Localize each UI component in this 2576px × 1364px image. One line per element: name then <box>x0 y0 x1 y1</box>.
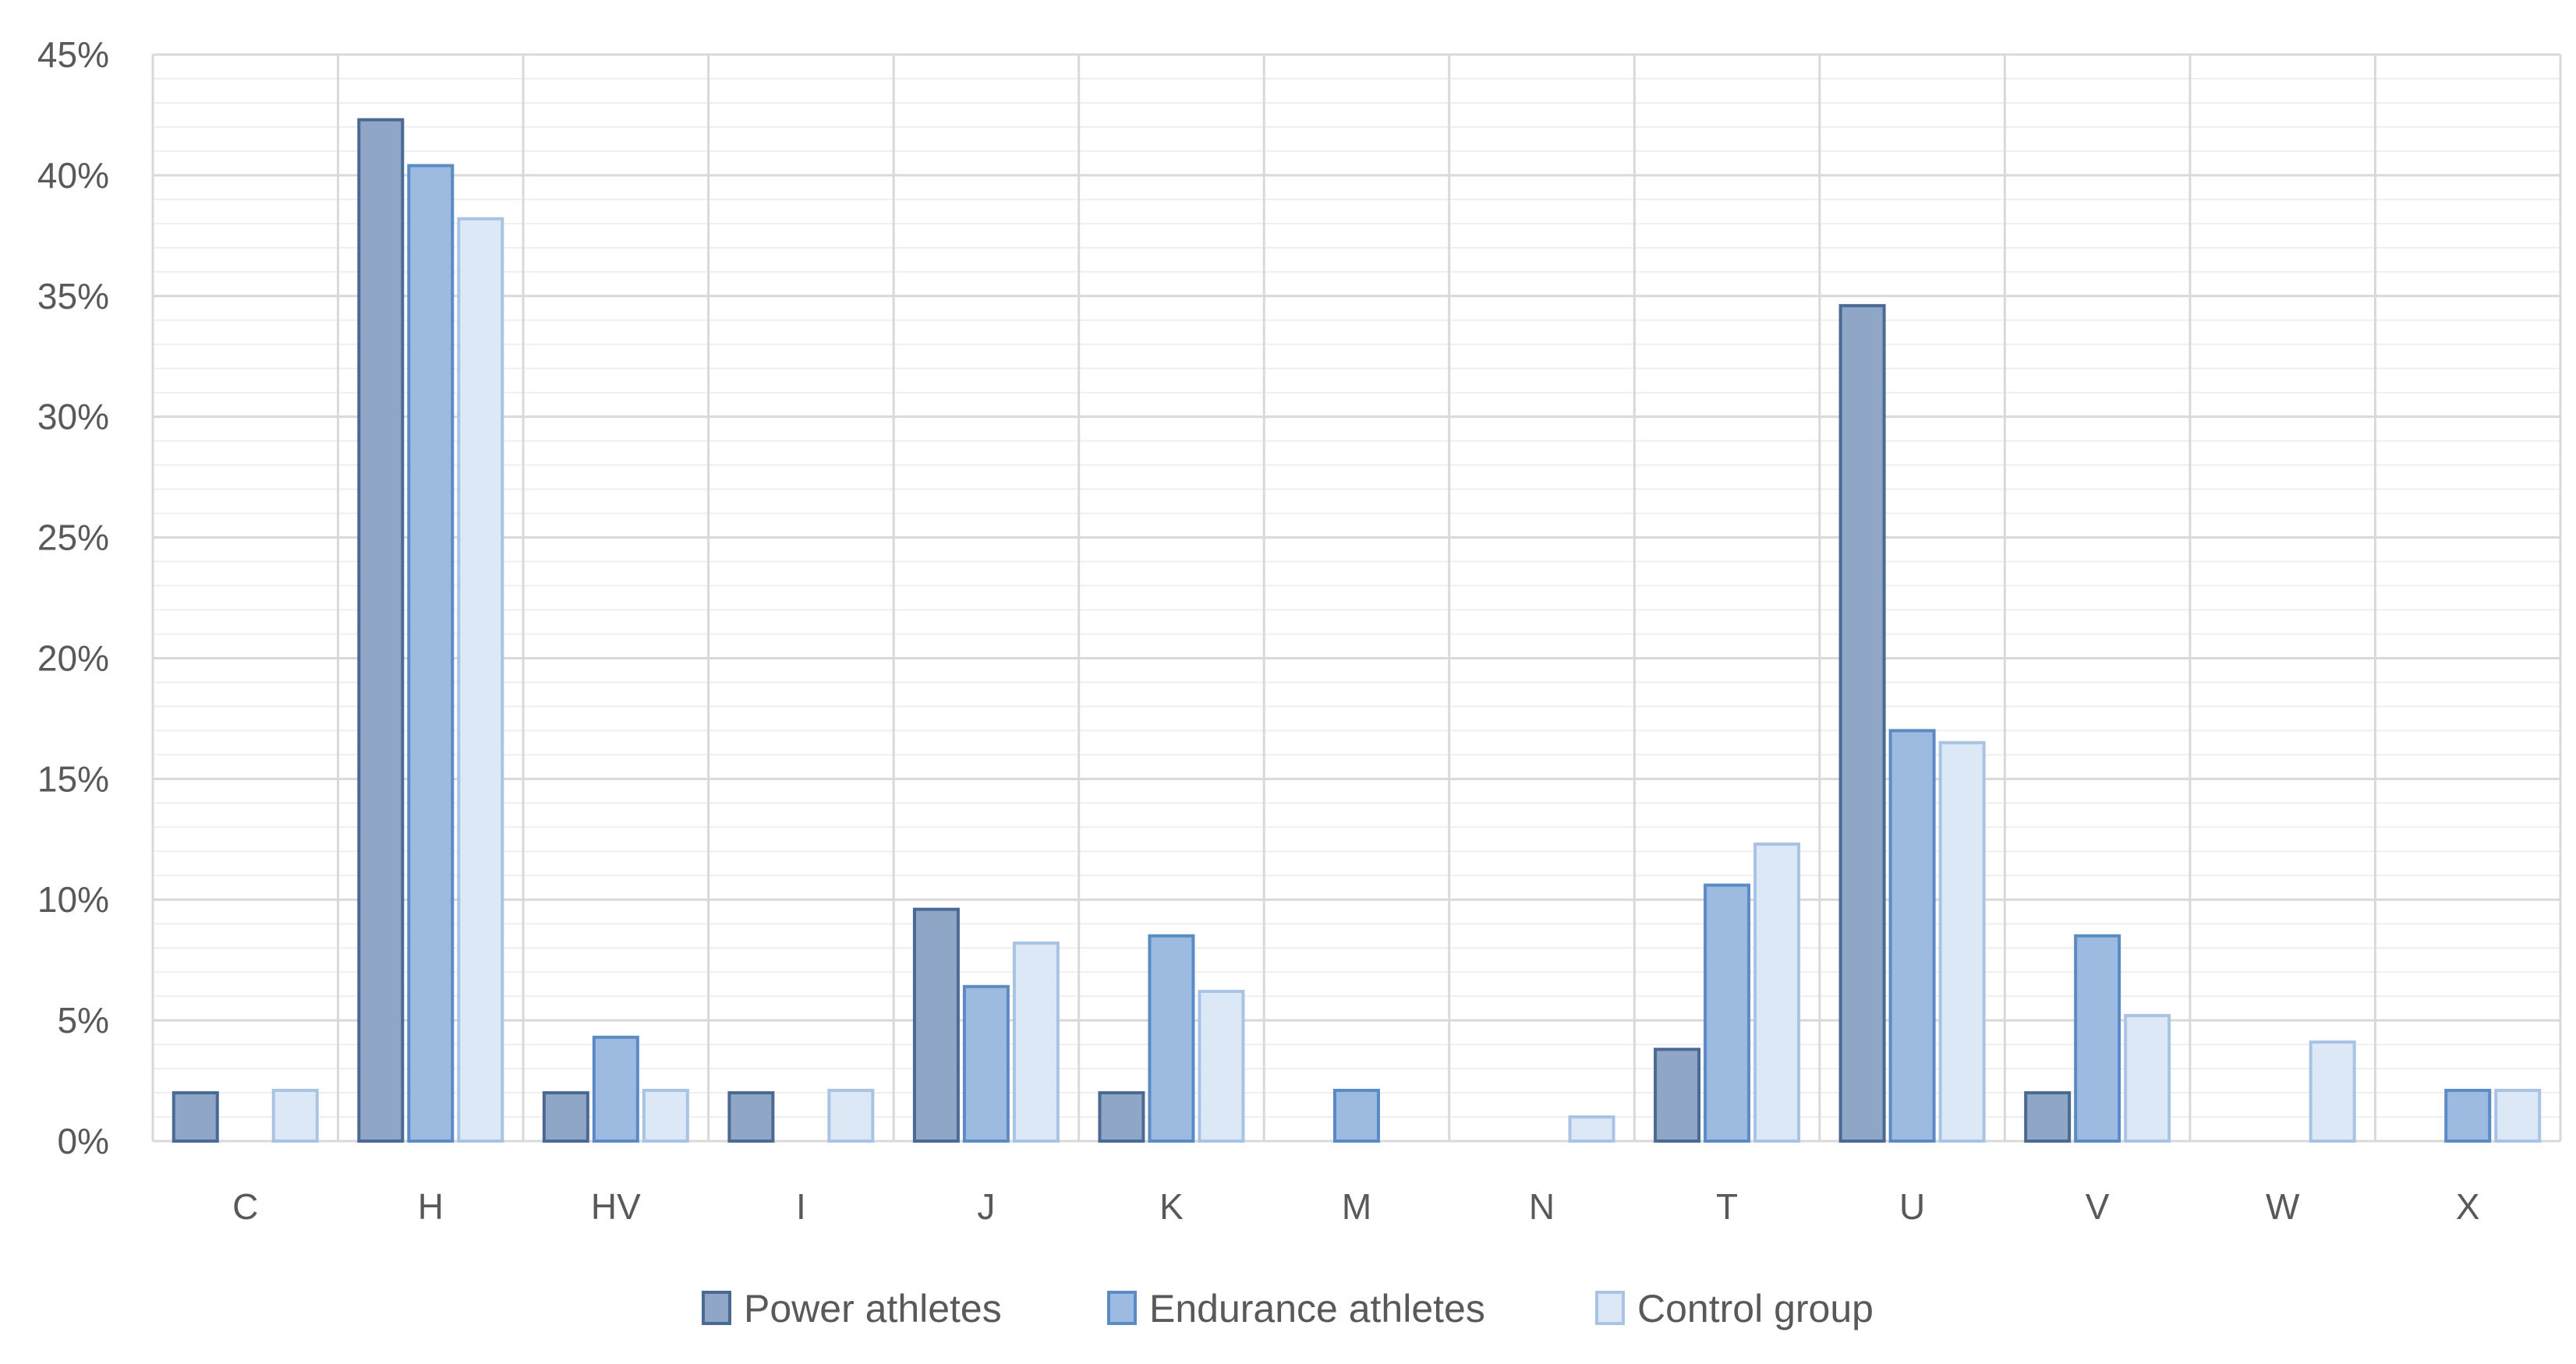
x-tick-label: X <box>2456 1186 2480 1227</box>
bar-endurance-athletes-k <box>1148 934 1195 1143</box>
bar-power-athletes-t <box>1654 1048 1701 1143</box>
x-tick-label: N <box>1529 1186 1555 1227</box>
bar-control-group-u <box>1938 740 1986 1143</box>
y-tick-label: 35% <box>37 276 109 316</box>
x-tick-label: W <box>2266 1186 2300 1227</box>
y-tick-label: 10% <box>37 879 109 920</box>
legend-label: Control group <box>1637 1287 1874 1330</box>
bar-endurance-athletes-x <box>2444 1088 2492 1143</box>
x-tick-label: U <box>1899 1186 1925 1227</box>
bar-power-athletes-hv <box>542 1091 589 1143</box>
x-tick-label: K <box>1159 1186 1184 1227</box>
bar-control-group-j <box>1012 941 1060 1143</box>
major-gridlines <box>153 53 2560 1143</box>
bar-power-athletes-k <box>1098 1091 1145 1143</box>
legend-swatch <box>1595 1291 1625 1325</box>
bar-control-group-i <box>827 1088 875 1143</box>
x-tick-label: I <box>796 1186 806 1227</box>
bar-endurance-athletes-u <box>1888 729 1936 1143</box>
y-tick-label: 30% <box>37 397 109 437</box>
y-tick-label: 40% <box>37 155 109 196</box>
bar-power-athletes-i <box>727 1091 775 1143</box>
bar-endurance-athletes-t <box>1704 883 1751 1143</box>
bar-control-group-h <box>457 217 504 1143</box>
bar-endurance-athletes-m <box>1333 1088 1380 1143</box>
legend-label: Power athletes <box>744 1287 1002 1330</box>
y-tick-label: 45% <box>37 34 109 75</box>
bar-power-athletes-u <box>1838 304 1886 1143</box>
bar-power-athletes-v <box>2024 1091 2072 1143</box>
x-tick-label: T <box>1716 1186 1738 1227</box>
bar-control-group-t <box>1753 842 1801 1143</box>
bar-endurance-athletes-j <box>962 984 1010 1143</box>
x-tick-label: J <box>977 1186 995 1227</box>
category-gridlines <box>151 55 2562 1141</box>
bar-control-group-v <box>2124 1013 2171 1143</box>
bar-control-group-n <box>1568 1115 1615 1143</box>
y-tick-label: 20% <box>37 638 109 678</box>
bars-layer <box>172 118 2542 1143</box>
x-axis: C H HV I J K M N T U V W X <box>232 1186 2479 1227</box>
x-tick-label: M <box>1342 1186 1371 1227</box>
bar-power-athletes-j <box>912 907 960 1143</box>
legend: Power athletes Endurance athletes Control … <box>702 1287 1874 1330</box>
bar-control-group-c <box>271 1088 319 1143</box>
y-tick-label: 25% <box>37 518 109 558</box>
bar-control-group-hv <box>642 1088 689 1143</box>
y-axis: 0% 5% 10% 15% 20% 25% 30% 35% 40% 45% <box>37 34 109 1161</box>
bar-control-group-w <box>2309 1040 2356 1143</box>
legend-label: Endurance athletes <box>1149 1287 1485 1330</box>
bar-power-athletes-c <box>172 1091 219 1143</box>
y-tick-label: 5% <box>58 1000 109 1041</box>
bar-endurance-athletes-v <box>2074 934 2121 1143</box>
bar-endurance-athletes-h <box>407 164 455 1143</box>
legend-swatch <box>702 1291 731 1325</box>
x-tick-label: V <box>2086 1186 2110 1227</box>
y-tick-label: 15% <box>37 758 109 799</box>
x-tick-label: H <box>418 1186 444 1227</box>
bar-control-group-k <box>1198 989 1245 1143</box>
x-tick-label: C <box>232 1186 258 1227</box>
x-tick-label: HV <box>591 1186 641 1227</box>
bar-control-group-x <box>2494 1088 2542 1143</box>
bar-endurance-athletes-hv <box>592 1035 639 1143</box>
minor-gridlines <box>153 77 2560 1118</box>
legend-swatch <box>1107 1291 1137 1325</box>
y-tick-label: 0% <box>58 1121 109 1161</box>
bar-power-athletes-h <box>357 118 405 1143</box>
